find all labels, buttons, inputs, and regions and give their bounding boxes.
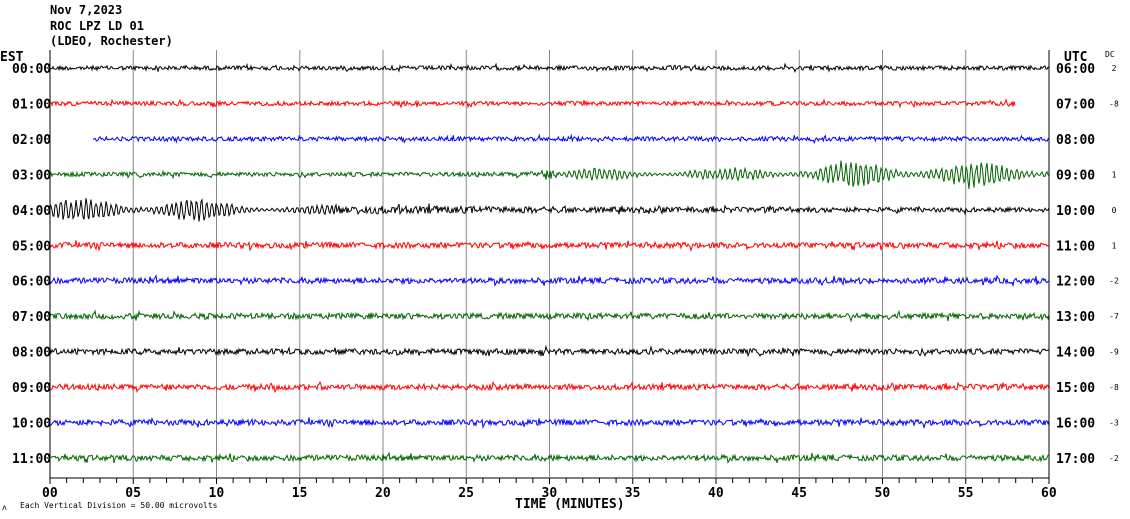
x-tick-label: 45 — [791, 486, 807, 501]
dc-offset-value: 2 — [1112, 64, 1117, 73]
dc-header: DC — [1105, 50, 1115, 59]
est-hour-label: 07:00 — [12, 310, 51, 325]
utc-hour-label: 15:00 — [1056, 381, 1095, 396]
trace-row-1100 — [49, 451, 1049, 464]
station-label: ROC LPZ LD 01 — [50, 19, 144, 33]
corner-mark: ʌ — [2, 503, 7, 512]
trace-row-0600 — [49, 274, 1050, 288]
trace-row-0900 — [49, 380, 1050, 394]
x-tick-label: 55 — [958, 486, 974, 501]
x-tick-label: 20 — [375, 486, 391, 501]
trace-row-0200 — [92, 133, 1049, 145]
utc-hour-label: 14:00 — [1056, 346, 1095, 361]
utc-hour-label: 08:00 — [1056, 133, 1095, 148]
right-timezone-label: UTC — [1064, 50, 1087, 65]
network-label: (LDEO, Rochester) — [50, 34, 173, 48]
est-hour-label: 09:00 — [12, 381, 51, 396]
est-hour-label: 08:00 — [12, 346, 51, 361]
dc-offset-value: -3 — [1109, 419, 1119, 428]
date-label: Nov 7,2023 — [50, 3, 123, 17]
dc-offset-value: -8 — [1109, 383, 1119, 392]
utc-hour-label: 09:00 — [1056, 168, 1095, 183]
x-tick-label: 15 — [292, 486, 308, 501]
x-tick-label: 60 — [1041, 486, 1057, 501]
utc-hour-label: 12:00 — [1056, 275, 1095, 290]
est-hour-label: 01:00 — [12, 97, 51, 112]
dc-offset-value: 0 — [1112, 206, 1117, 215]
x-tick-label: 10 — [209, 486, 225, 501]
dc-offset-value: -8 — [1109, 99, 1119, 108]
utc-hour-label: 10:00 — [1056, 204, 1095, 219]
est-hour-label: 04:00 — [12, 204, 51, 219]
dc-offset-value: -2 — [1109, 277, 1119, 286]
scale-note: Each Vertical Division = 50.00 microvolt… — [20, 501, 218, 510]
x-axis-title: TIME (MINUTES) — [515, 497, 625, 512]
trace-row-0300 — [49, 160, 1050, 190]
x-tick-label: 00 — [42, 486, 58, 501]
left-timezone-label: EST — [0, 50, 24, 65]
x-tick-label: 05 — [125, 486, 141, 501]
dc-offset-value: -9 — [1109, 348, 1119, 357]
dc-offset-value: -7 — [1109, 312, 1119, 321]
trace-row-0800 — [49, 344, 1050, 358]
utc-hour-label: 11:00 — [1056, 239, 1095, 254]
x-tick-label: 40 — [708, 486, 724, 501]
dc-offset-value: -2 — [1109, 454, 1119, 463]
utc-hour-label: 06:00 — [1056, 62, 1095, 77]
trace-row-1000 — [49, 417, 1050, 430]
est-hour-label: 00:00 — [12, 62, 51, 77]
x-tick-label: 25 — [458, 486, 474, 501]
trace-row-0500 — [49, 240, 1050, 253]
utc-hour-label: 17:00 — [1056, 452, 1095, 467]
trace-row-0000 — [49, 62, 1050, 74]
x-tick-label: 30 — [542, 486, 558, 501]
trace-row-0700 — [49, 309, 1050, 323]
utc-hour-label: 07:00 — [1056, 97, 1095, 112]
est-hour-label: 11:00 — [12, 452, 51, 467]
trace-row-0400 — [49, 198, 1050, 222]
trace-row-0100 — [49, 98, 1016, 109]
dc-offset-value: 1 — [1112, 170, 1117, 179]
est-hour-label: 03:00 — [12, 168, 51, 183]
dc-offset-value: 1 — [1112, 241, 1117, 250]
est-hour-label: 10:00 — [12, 417, 51, 432]
est-hour-label: 02:00 — [12, 133, 51, 148]
x-tick-label: 50 — [875, 486, 891, 501]
utc-hour-label: 16:00 — [1056, 417, 1095, 432]
est-hour-label: 05:00 — [12, 239, 51, 254]
utc-hour-label: 13:00 — [1056, 310, 1095, 325]
x-tick-label: 35 — [625, 486, 641, 501]
est-hour-label: 06:00 — [12, 275, 51, 290]
